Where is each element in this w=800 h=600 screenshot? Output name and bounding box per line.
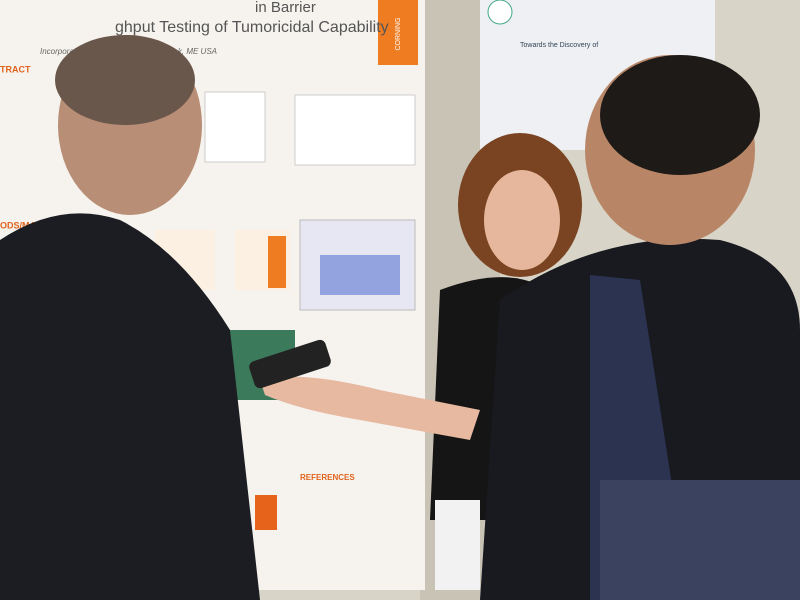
chart-thumb <box>294 94 416 166</box>
title: Towards the Discovery of <box>520 42 598 49</box>
badge <box>435 500 480 590</box>
man-left <box>0 35 260 600</box>
hair <box>600 55 760 175</box>
bag <box>600 480 800 600</box>
bar-thumb <box>268 236 286 288</box>
phone <box>249 339 331 389</box>
bar-thumb <box>255 495 277 530</box>
hair <box>55 35 195 125</box>
logo <box>487 0 513 25</box>
chart-thumb <box>204 91 266 163</box>
section-head: TRACT <box>0 64 31 74</box>
title: ghput Testing of Tumoricidal Capability <box>115 19 389 36</box>
section-head: REFERENCES <box>300 473 355 482</box>
logo: CORNING <box>395 17 402 50</box>
suit <box>0 213 260 600</box>
face <box>484 170 560 270</box>
man-right <box>480 55 800 600</box>
arm <box>260 376 480 440</box>
logo-box <box>378 0 418 65</box>
title: in Barrier <box>255 0 316 16</box>
plate-cells <box>320 255 400 295</box>
